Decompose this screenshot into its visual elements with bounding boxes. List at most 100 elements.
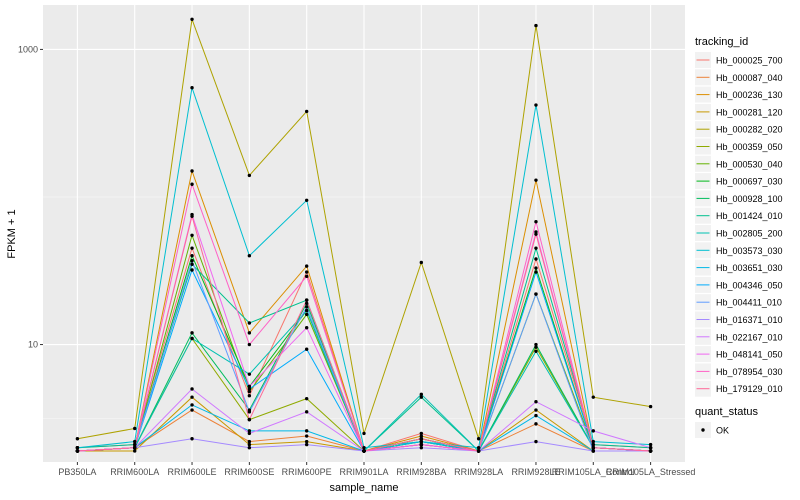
legend-item[interactable]: Hb_179129_010 xyxy=(695,381,783,397)
data-point-Hb_078954_030-RRIM600PE xyxy=(305,275,308,278)
data-point-Hb_001424_010-RRIM600SE xyxy=(248,321,251,324)
shape-legend-point xyxy=(701,428,704,431)
data-point-Hb_000236_130-RRIM600LE xyxy=(190,169,193,172)
legend-label: Hb_001424_010 xyxy=(716,211,783,221)
data-point-Hb_022167_010-RRIM105LA_Stressed xyxy=(649,446,652,449)
data-point-Hb_179129_010-RRIM600LA xyxy=(133,446,136,449)
data-point-Hb_000025_700-RRIM928LE xyxy=(534,257,537,260)
data-point-Hb_000281_120-RRIM600PE xyxy=(305,440,308,443)
legend-item[interactable]: Hb_003651_030 xyxy=(695,260,783,276)
data-point-Hb_000087_040-RRIM600PE xyxy=(305,434,308,437)
x-axis: PB350LA RRIM600LA RRIM600LE RRIM600SE RRIM60… xyxy=(58,462,695,477)
data-point-Hb_000282_020-RRIM105LA_Stressed xyxy=(649,405,652,408)
legend-label: Hb_000359_050 xyxy=(716,142,783,152)
legend-item[interactable]: Hb_000530_040 xyxy=(695,156,783,172)
legend-label: Hb_000236_130 xyxy=(716,90,783,100)
data-point-Hb_002805_200-RRIM928BA xyxy=(420,393,423,396)
legend-item[interactable]: Hb_078954_030 xyxy=(695,363,783,379)
legend-label: Hb_002805_200 xyxy=(716,229,783,239)
data-point-Hb_016371_010-RRIM928BA xyxy=(420,446,423,449)
data-point-Hb_002805_200-RRIM600SE xyxy=(248,372,251,375)
data-point-Hb_000236_130-RRIM600SE xyxy=(248,331,251,334)
data-point-Hb_001424_010-RRIM105LA_Control xyxy=(592,443,595,446)
data-point-Hb_000087_040-RRIM600SE xyxy=(248,440,251,443)
data-point-Hb_003573_030-RRIM105LA_Stressed xyxy=(649,443,652,446)
data-point-Hb_004411_010-RRIM928LE xyxy=(534,292,537,295)
data-point-Hb_016371_010-RRIM600PE xyxy=(305,443,308,446)
data-point-Hb_004411_010-RRIM600LE xyxy=(190,259,193,262)
data-point-Hb_022167_010-RRIM600SE xyxy=(248,432,251,435)
legend-item[interactable]: Hb_000025_700 xyxy=(695,52,783,68)
shape-legend-item[interactable]: OK xyxy=(695,422,729,438)
data-point-Hb_179129_010-RRIM105LA_Control xyxy=(592,446,595,449)
legend-item[interactable]: Hb_000928_100 xyxy=(695,190,783,206)
shape-legend-label: OK xyxy=(716,426,729,436)
legend-item[interactable]: Hb_003573_030 xyxy=(695,242,783,258)
legend-item[interactable]: Hb_000281_120 xyxy=(695,104,783,120)
legend-label: Hb_003573_030 xyxy=(716,246,783,256)
data-point-Hb_003573_030-RRIM901LA xyxy=(362,446,365,449)
data-point-Hb_001424_010-RRIM928LE xyxy=(534,246,537,249)
data-point-Hb_179129_010-RRIM600LE xyxy=(190,215,193,218)
data-point-Hb_000282_020-PB350LA xyxy=(76,437,79,440)
data-point-Hb_003573_030-RRIM928LE xyxy=(534,103,537,106)
legend-label: Hb_000025_700 xyxy=(716,56,783,66)
legend-item[interactable]: Hb_000282_020 xyxy=(695,121,783,137)
data-point-Hb_000281_120-RRIM600LE xyxy=(190,395,193,398)
data-point-Hb_003573_030-RRIM600PE xyxy=(305,199,308,202)
data-point-Hb_004411_010-RRIM600SE xyxy=(248,410,251,413)
legend-item[interactable]: Hb_000697_030 xyxy=(695,173,783,189)
legend-item[interactable]: Hb_004411_010 xyxy=(695,294,782,310)
y-axis: 101000 xyxy=(18,44,43,349)
shape-legend-title: quant_status xyxy=(695,406,758,418)
shape-legend[interactable]: quant_status OK xyxy=(695,406,758,438)
data-point-Hb_002805_200-RRIM600PE xyxy=(305,309,308,312)
data-point-Hb_003573_030-PB350LA xyxy=(76,446,79,449)
legend-label: Hb_000087_040 xyxy=(716,73,783,83)
data-point-Hb_002805_200-RRIM600LE xyxy=(190,337,193,340)
data-point-Hb_004346_050-RRIM600LE xyxy=(190,268,193,271)
data-point-Hb_000025_700-RRIM600SE xyxy=(248,394,251,397)
data-point-Hb_000359_050-RRIM600PE xyxy=(305,397,308,400)
legend-item[interactable]: Hb_000359_050 xyxy=(695,139,783,155)
data-point-Hb_179129_010-RRIM928BA xyxy=(420,437,423,440)
data-point-Hb_000281_120-RRIM600LA xyxy=(133,449,136,452)
data-point-Hb_000282_020-RRIM928LE xyxy=(534,24,537,27)
legend-item[interactable]: Hb_000236_130 xyxy=(695,87,783,103)
x-tick-label: RRIM105LA_Stressed xyxy=(606,467,696,477)
legend-item[interactable]: Hb_000087_040 xyxy=(695,69,783,85)
data-point-Hb_179129_010-RRIM928LA xyxy=(477,449,480,452)
legend-title: tracking_id xyxy=(695,36,748,48)
legend-label: Hb_000928_100 xyxy=(716,194,783,204)
data-point-Hb_002805_200-RRIM928LE xyxy=(534,350,537,353)
legend-item[interactable]: Hb_002805_200 xyxy=(695,225,783,241)
y-axis-title: FPKM + 1 xyxy=(6,209,18,258)
legend-item[interactable]: Hb_048141_050 xyxy=(695,346,783,362)
color-legend[interactable]: tracking_id Hb_000025_700 Hb_000087_040 Hb_… xyxy=(695,36,783,397)
legend-label: Hb_078954_030 xyxy=(716,367,783,377)
legend-label: Hb_000530_040 xyxy=(716,159,783,169)
legend-item[interactable]: Hb_016371_010 xyxy=(695,312,783,328)
data-point-Hb_000282_020-RRIM105LA_Control xyxy=(592,395,595,398)
data-point-Hb_022167_010-RRIM105LA_Control xyxy=(592,429,595,432)
legend-item[interactable]: Hb_022167_010 xyxy=(695,329,783,345)
data-point-Hb_078954_030-RRIM928LE xyxy=(534,220,537,223)
data-point-Hb_078954_030-RRIM928BA xyxy=(420,443,423,446)
data-point-Hb_022167_010-RRIM600PE xyxy=(305,410,308,413)
data-point-Hb_048141_050-RRIM600PE xyxy=(305,326,308,329)
data-point-Hb_179129_010-RRIM105LA_Stressed xyxy=(649,449,652,452)
y-tick-label: 10 xyxy=(28,340,38,350)
legend-item[interactable]: Hb_001424_010 xyxy=(695,208,783,224)
legend-item[interactable]: Hb_004346_050 xyxy=(695,277,783,293)
legend-label: Hb_022167_010 xyxy=(716,332,783,342)
data-point-Hb_003573_030-RRIM600SE xyxy=(248,254,251,257)
data-point-Hb_000928_100-RRIM928LE xyxy=(534,343,537,346)
legend-label: Hb_000282_020 xyxy=(716,125,783,135)
legend-label: Hb_004346_050 xyxy=(716,280,783,290)
data-point-Hb_000697_030-RRIM928LE xyxy=(534,266,537,269)
data-point-Hb_078954_030-RRIM600SE xyxy=(248,343,251,346)
legend-label: Hb_000281_120 xyxy=(716,107,783,117)
data-point-Hb_179129_010-PB350LA xyxy=(76,449,79,452)
data-point-Hb_004411_010-RRIM600PE xyxy=(305,305,308,308)
